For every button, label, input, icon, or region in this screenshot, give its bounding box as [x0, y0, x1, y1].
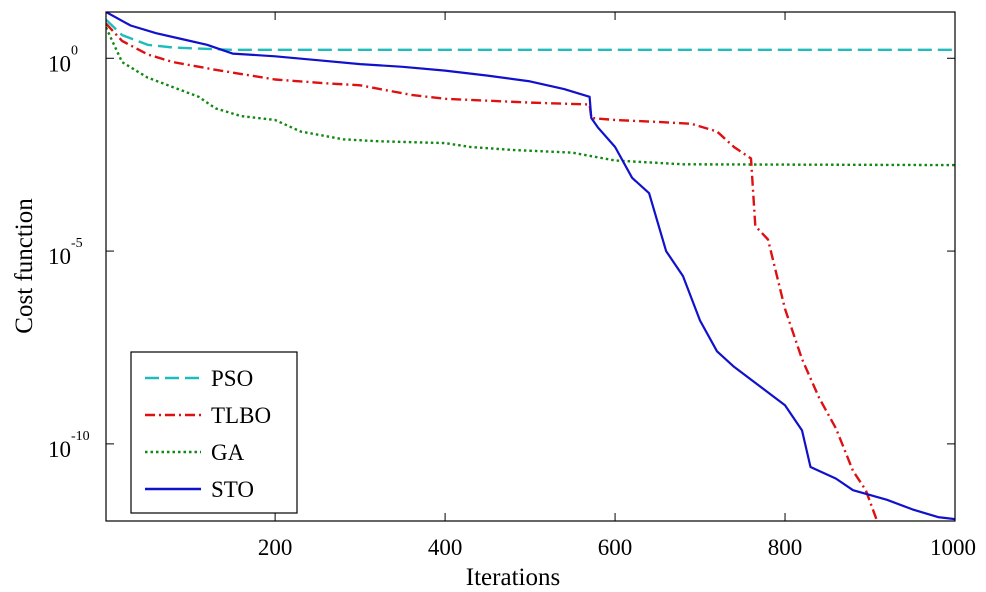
y-axis-title: Cost function — [11, 198, 38, 334]
series-line-ga — [106, 26, 955, 167]
y-tick-label-exponent: -10 — [71, 429, 90, 444]
y-tick-label-base: 10 — [48, 437, 71, 462]
series-line-sto — [106, 12, 955, 521]
x-tick-labels: 200 400 600 800 1000 — [258, 535, 976, 560]
y-tick-label-base: 10 — [48, 51, 71, 76]
legend: PSO TLBO GA STO — [130, 351, 298, 514]
plot-frame — [105, 11, 956, 522]
x-tick-label: 1000 — [930, 535, 976, 560]
series-line-tlbo — [106, 22, 879, 521]
y-tick-label-base: 10 — [48, 244, 71, 269]
x-tick-label: 400 — [428, 535, 463, 560]
x-tick-label: 800 — [768, 535, 803, 560]
legend-label-pso: PSO — [211, 366, 253, 391]
x-tick-label: 200 — [258, 535, 293, 560]
tick-marks — [106, 12, 956, 521]
series-layer — [106, 12, 955, 521]
series-line-pso — [106, 18, 955, 51]
x-axis-title: Iterations — [466, 564, 560, 591]
legend-label-ga: GA — [211, 440, 245, 465]
y-tick-label-exponent: -5 — [71, 236, 83, 251]
x-tick-label: 600 — [598, 535, 633, 560]
legend-label-sto: STO — [211, 477, 254, 502]
y-tick-label-exponent: 0 — [71, 43, 78, 58]
legend-label-tlbo: TLBO — [211, 403, 271, 428]
